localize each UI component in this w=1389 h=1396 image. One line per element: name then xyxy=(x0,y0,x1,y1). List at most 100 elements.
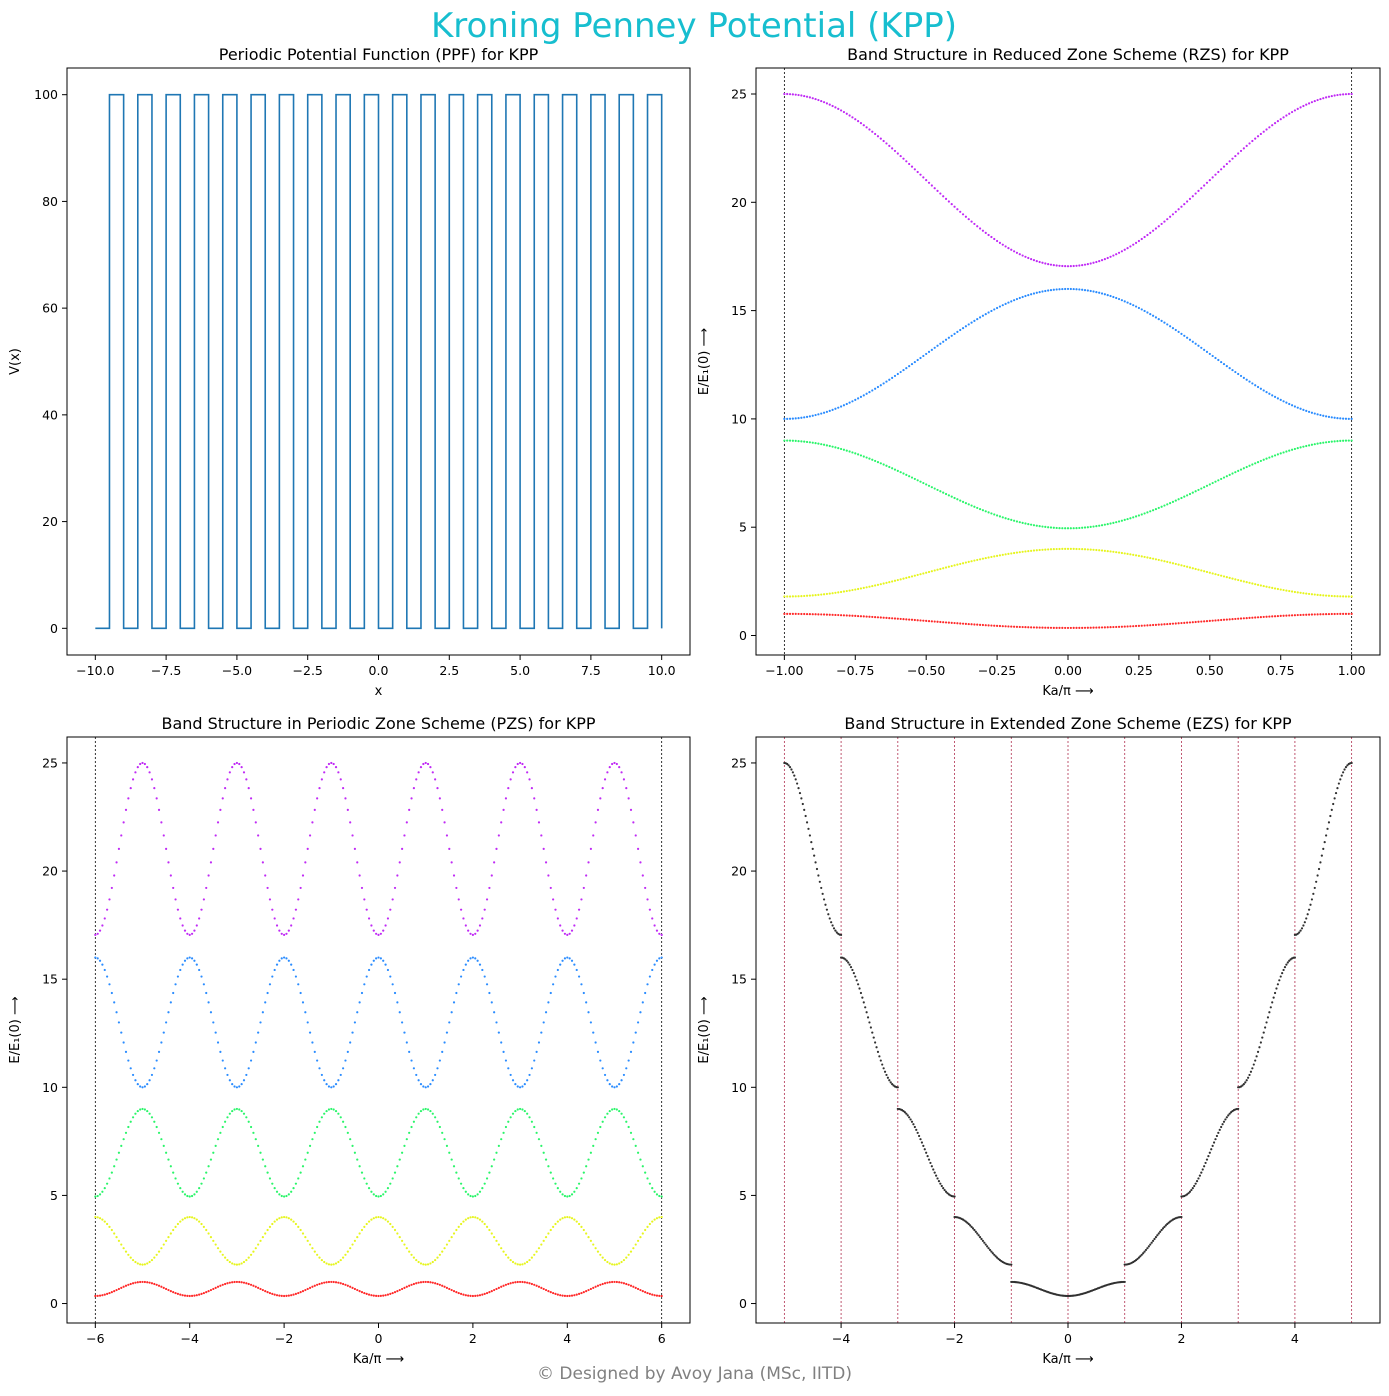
band-point xyxy=(351,1286,354,1289)
band-point xyxy=(964,215,967,218)
band-point xyxy=(1103,626,1106,629)
band-point xyxy=(101,1218,104,1221)
band-point xyxy=(448,1021,451,1024)
x-tick-label: 10.0 xyxy=(648,663,676,678)
band-point xyxy=(139,1085,142,1088)
band-point xyxy=(876,460,880,464)
band-point xyxy=(292,1187,295,1190)
band-point xyxy=(1035,524,1038,527)
band-point xyxy=(1089,289,1092,293)
band-point xyxy=(851,968,854,972)
band-point xyxy=(916,170,919,174)
band-point xyxy=(167,861,170,864)
band-point xyxy=(1177,622,1180,625)
band-point xyxy=(511,1260,515,1264)
band-point xyxy=(353,1239,357,1242)
band-point xyxy=(115,1158,118,1161)
band-point xyxy=(193,959,196,962)
band-point xyxy=(1140,1253,1143,1256)
band-point xyxy=(471,1195,474,1198)
band-point xyxy=(455,991,458,995)
band-point xyxy=(1347,92,1350,96)
band-point xyxy=(865,1011,868,1014)
band-point xyxy=(847,961,850,964)
band-point xyxy=(521,1108,524,1111)
band-point xyxy=(1342,612,1345,615)
band-point xyxy=(1150,1241,1153,1244)
band-point xyxy=(794,439,797,443)
band-point xyxy=(1052,548,1055,551)
band-point xyxy=(259,1151,262,1154)
band-point xyxy=(1222,165,1226,168)
band-point xyxy=(803,594,806,598)
band-point xyxy=(367,1293,371,1296)
band-point xyxy=(879,1059,882,1062)
band-point xyxy=(1239,374,1243,378)
band-point xyxy=(818,880,821,883)
band-point xyxy=(978,507,982,511)
band-point xyxy=(242,771,246,774)
band-point xyxy=(791,595,794,598)
band-point xyxy=(639,861,642,864)
band-point xyxy=(419,1109,423,1113)
band-point xyxy=(905,366,908,370)
band-point xyxy=(925,178,928,182)
band-point xyxy=(1251,139,1254,143)
band-point xyxy=(1183,203,1186,206)
band-point xyxy=(1342,417,1345,420)
band-point xyxy=(1191,1187,1194,1190)
band-point xyxy=(936,344,939,347)
band-point xyxy=(122,821,125,824)
band-point xyxy=(842,614,846,617)
band-point xyxy=(891,1083,894,1086)
band-point xyxy=(594,1247,597,1250)
band-point xyxy=(493,861,496,864)
band-point xyxy=(1160,623,1163,626)
band-point xyxy=(516,1085,519,1088)
band-point xyxy=(611,1108,614,1111)
band-point xyxy=(885,464,888,467)
band-point xyxy=(1075,526,1078,530)
band-point xyxy=(1027,256,1030,260)
band-point xyxy=(1217,358,1220,362)
band-point xyxy=(254,1247,257,1250)
band-point xyxy=(257,1286,260,1289)
band-point xyxy=(1288,959,1291,962)
band-point xyxy=(1058,264,1061,267)
band-point xyxy=(1208,1151,1211,1154)
band-point xyxy=(568,1294,571,1297)
band-point xyxy=(146,1083,149,1086)
band-point xyxy=(947,200,950,203)
band-point xyxy=(1256,135,1260,138)
band-point xyxy=(874,387,877,390)
band-point xyxy=(384,924,387,927)
band-point xyxy=(1265,128,1268,131)
band-point xyxy=(209,861,213,864)
band-point xyxy=(896,617,899,620)
band-point xyxy=(1256,385,1260,389)
band-point xyxy=(660,1215,663,1219)
band-point xyxy=(1342,771,1345,774)
band-point xyxy=(1137,554,1141,557)
band-point xyxy=(238,1263,241,1266)
band-point xyxy=(1092,261,1095,264)
band-point xyxy=(1066,547,1070,550)
band-point xyxy=(814,413,817,417)
band-point xyxy=(358,1232,361,1235)
band-point xyxy=(103,1293,106,1296)
band-point xyxy=(1296,613,1299,617)
band-point xyxy=(474,932,477,935)
band-point xyxy=(1146,311,1149,314)
band-point xyxy=(1024,522,1027,525)
band-point xyxy=(594,821,597,824)
band-point xyxy=(896,578,899,582)
band-point xyxy=(1049,288,1053,292)
band-point xyxy=(108,1291,111,1295)
band-point xyxy=(521,1263,524,1266)
band-point xyxy=(96,1194,99,1198)
band-point xyxy=(113,1165,116,1168)
band-point xyxy=(1342,439,1345,442)
x-tick-label: 2 xyxy=(469,1331,477,1346)
band-point xyxy=(120,1031,123,1034)
band-point xyxy=(1156,1234,1159,1237)
